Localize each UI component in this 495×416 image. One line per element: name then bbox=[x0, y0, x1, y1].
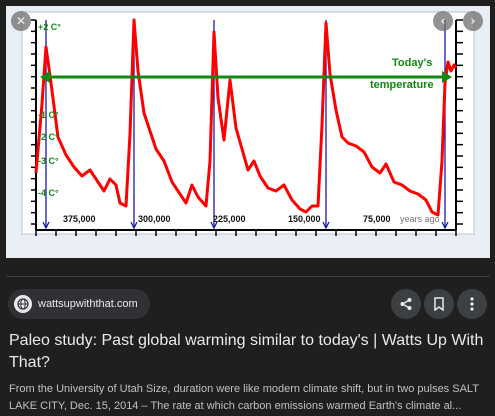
reference-arrow-right bbox=[442, 71, 452, 83]
description-line-2: LAKE CITY, Dec. 15, 2014 – The rate at w… bbox=[9, 400, 462, 412]
next-button[interactable]: › bbox=[463, 11, 483, 31]
bookmark-icon bbox=[434, 297, 444, 311]
result-title[interactable]: Paleo study: Past global warming similar… bbox=[9, 332, 484, 371]
y-tick-label: +2 C° bbox=[38, 22, 61, 32]
temperature-chart: Today's temperature +2 C° -1 C° -2 C° -3 C° -4… bbox=[21, 11, 475, 236]
reference-label: temperature bbox=[370, 79, 434, 91]
description-line-1: From the University of Utah Size, durati… bbox=[9, 383, 479, 395]
previous-button[interactable]: ‹ bbox=[433, 11, 453, 31]
reference-arrow-left bbox=[40, 71, 50, 83]
marker-arrowhead bbox=[130, 221, 138, 230]
marker-arrowhead bbox=[441, 221, 449, 230]
source-domain: wattsupwiththat.com bbox=[38, 298, 138, 310]
source-link[interactable]: wattsupwiththat.com bbox=[8, 289, 150, 319]
globe-icon bbox=[14, 295, 32, 313]
x-tick-label: 375,000 bbox=[63, 214, 96, 224]
marker-arrowhead bbox=[42, 221, 50, 230]
x-tick-label: 225,000 bbox=[213, 214, 246, 224]
x-axis-unit-label: years ago bbox=[400, 214, 440, 224]
image-preview[interactable]: Today's temperature +2 C° -1 C° -2 C° -3 C° -4… bbox=[6, 6, 490, 258]
divider bbox=[6, 276, 490, 277]
y-tick-label: -3 C° bbox=[38, 156, 59, 166]
close-button[interactable]: ✕ bbox=[11, 11, 31, 31]
reference-label: Today's bbox=[392, 57, 432, 69]
marker-arrowhead bbox=[322, 221, 330, 230]
result-description: From the University of Utah Size, durati… bbox=[9, 381, 489, 415]
share-button[interactable] bbox=[391, 289, 421, 319]
y-tick-label: -4 C° bbox=[38, 188, 59, 198]
y-tick-label: -1 C° bbox=[38, 110, 59, 120]
x-tick-label: 300,000 bbox=[138, 214, 171, 224]
marker-arrowhead bbox=[210, 221, 218, 230]
more-vert-icon bbox=[470, 297, 474, 311]
x-tick-label: 150,000 bbox=[288, 214, 321, 224]
more-options-button[interactable] bbox=[457, 289, 487, 319]
y-tick-label: -2 C° bbox=[38, 132, 59, 142]
save-button[interactable] bbox=[424, 289, 454, 319]
chart-background bbox=[21, 11, 475, 235]
x-tick-label: 75,000 bbox=[363, 214, 391, 224]
temperature-series-line bbox=[34, 18, 458, 217]
share-icon bbox=[400, 298, 412, 310]
